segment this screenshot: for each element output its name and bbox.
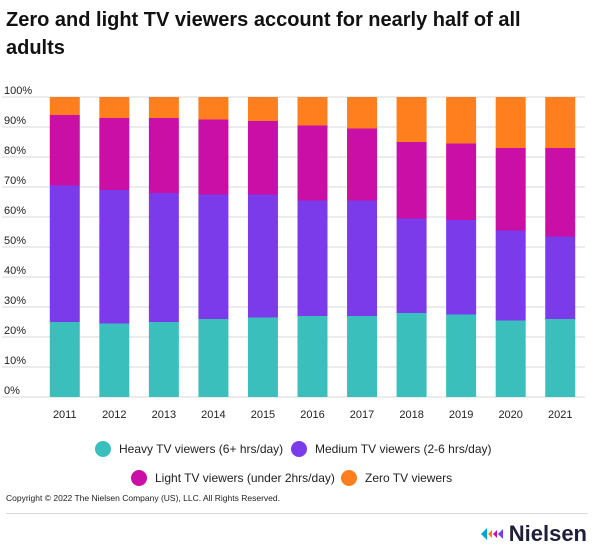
bar-segment-heavy — [49, 322, 80, 397]
bar-segment-light — [347, 128, 378, 201]
brand-name: Nielsen — [508, 521, 587, 546]
bar-segment-medium — [545, 236, 576, 319]
bar-segment-zero — [99, 97, 130, 118]
legend-label-heavy: Heavy TV viewers (6+ hrs/day) — [119, 442, 284, 456]
x-tick-label: 2012 — [102, 409, 126, 421]
legend-swatch-light — [131, 470, 147, 486]
x-tick-label: 2013 — [152, 409, 176, 421]
y-tick-label: 50% — [4, 235, 26, 247]
bar-segment-medium — [49, 185, 80, 322]
legend-swatch-zero — [341, 470, 357, 486]
bar-segment-light — [396, 142, 427, 219]
y-tick-label: 0% — [4, 385, 20, 397]
bar-segment-heavy — [347, 316, 378, 397]
legend-label-zero: Zero TV viewers — [365, 471, 453, 485]
y-tick-label: 10% — [4, 355, 26, 367]
bar-segment-medium — [495, 230, 526, 321]
bar-segment-light — [446, 143, 477, 220]
bar-segment-light — [495, 148, 526, 231]
bar-segment-heavy — [446, 314, 477, 397]
footer-divider — [6, 513, 588, 514]
bar-segment-light — [297, 125, 328, 201]
bar-segment-light — [49, 115, 80, 186]
bar-segment-light — [545, 148, 576, 237]
stacked-bar-chart: 0% 10% 20% 30% 40% 50% 60% 70% 80% 90% 100% 2011 201… — [2, 85, 585, 421]
legend-swatch-medium — [291, 441, 307, 457]
bar-segment-light — [247, 121, 278, 195]
legend-label-medium: Medium TV viewers (2-6 hrs/day) — [315, 442, 492, 456]
bar-segment-medium — [396, 218, 427, 313]
bar-segment-heavy — [247, 317, 278, 397]
bar-segment-heavy — [545, 319, 576, 397]
x-tick-label: 2018 — [399, 409, 423, 421]
y-tick-label: 100% — [4, 85, 32, 97]
bar-segment-zero — [545, 97, 576, 148]
bar-segment-heavy — [99, 323, 130, 397]
x-tick-label: 2020 — [498, 409, 522, 421]
bar-segment-medium — [297, 200, 328, 316]
bar-segment-zero — [446, 97, 477, 144]
x-tick-label: 2019 — [449, 409, 473, 421]
bar-segment-heavy — [396, 313, 427, 397]
bar-segment-medium — [148, 193, 179, 322]
y-tick-label: 90% — [4, 115, 26, 127]
bar-segment-heavy — [148, 322, 179, 397]
bar-segment-zero — [148, 97, 179, 118]
bar-segment-medium — [247, 194, 278, 318]
bar-segment-light — [148, 118, 179, 193]
bar-segment-medium — [99, 190, 130, 324]
bar-segment-zero — [247, 97, 278, 121]
nielsen-logo-icon — [480, 528, 503, 540]
y-tick-label: 20% — [4, 325, 26, 337]
bar-segment-heavy — [495, 320, 526, 397]
y-tick-label: 60% — [4, 205, 26, 217]
y-tick-label: 30% — [4, 295, 26, 307]
x-tick-label: 2016 — [300, 409, 324, 421]
bar-segment-zero — [198, 97, 229, 120]
legend-item-zero: Zero TV viewers — [341, 470, 452, 486]
bar-segment-zero — [396, 97, 427, 142]
bar-segment-medium — [198, 194, 229, 319]
x-tick-label: 2021 — [548, 409, 572, 421]
legend-swatch-heavy — [95, 441, 111, 457]
bar-segment-medium — [446, 220, 477, 315]
copyright-notice: Copyright © 2022 The Nielsen Company (US… — [6, 493, 280, 503]
y-tick-label: 70% — [4, 175, 26, 187]
legend-item-medium: Medium TV viewers (2-6 hrs/day) — [291, 441, 492, 457]
x-tick-label: 2014 — [201, 409, 225, 421]
bar-segment-zero — [495, 97, 526, 148]
chart-title: Zero and light TV viewers account for ne… — [6, 9, 521, 59]
bar-segment-zero — [297, 97, 328, 126]
bar-segment-medium — [347, 200, 378, 316]
bar-segment-light — [99, 118, 130, 190]
bar-segment-zero — [347, 97, 378, 129]
bar-segment-heavy — [297, 316, 328, 397]
x-tick-label: 2011 — [53, 409, 77, 421]
legend-item-heavy: Heavy TV viewers (6+ hrs/day) — [95, 441, 283, 457]
bar-segment-zero — [49, 97, 80, 115]
x-tick-label: 2015 — [251, 409, 275, 421]
bar-segment-heavy — [198, 319, 229, 397]
y-tick-label: 80% — [4, 145, 26, 157]
bar-segment-light — [198, 119, 229, 195]
y-tick-label: 40% — [4, 265, 26, 277]
x-tick-label: 2017 — [350, 409, 374, 421]
legend-item-light: Light TV viewers (under 2hrs/day) — [131, 470, 335, 486]
legend-label-light: Light TV viewers (under 2hrs/day) — [155, 471, 335, 485]
brand: Nielsen — [480, 521, 587, 547]
